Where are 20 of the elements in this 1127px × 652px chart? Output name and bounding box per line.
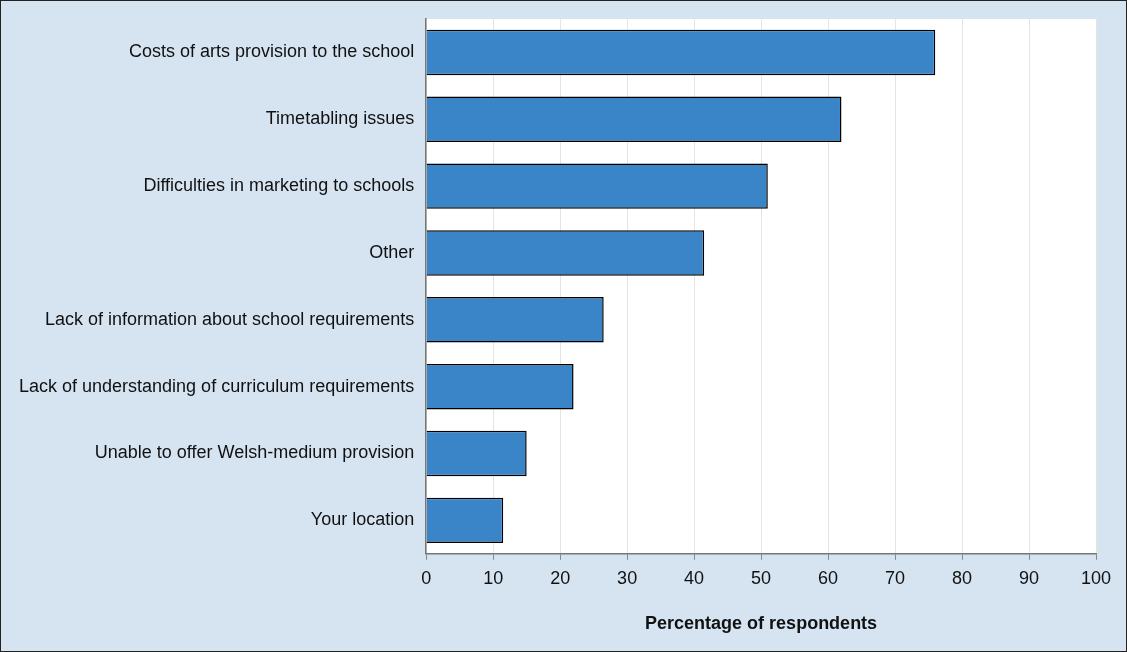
y-tick-label: Unable to offer Welsh-medium provision [94,442,415,463]
y-tick-label: Other [369,241,415,262]
x-tick-label: 50 [751,567,772,588]
x-tick-label: 40 [684,567,705,588]
y-tick-label: Costs of arts provision to the school [129,41,415,62]
x-tick-label: 20 [550,567,571,588]
y-tick-label: Your location [310,509,415,530]
x-tick-label: 60 [818,567,839,588]
x-tick-label: 90 [1019,567,1040,588]
x-tick-label: 70 [885,567,906,588]
x-tick-label: 10 [483,567,504,588]
y-tick-label: Lack of understanding of curriculum requirements [19,375,415,396]
x-axis-title: Percentage of respondents [645,613,878,634]
x-tick-label: 100 [1080,567,1112,588]
x-tick-label: 80 [952,567,973,588]
x-tick-label: 0 [421,567,432,588]
y-tick-label: Lack of information about school requirements [45,308,415,329]
y-tick-label: Difficulties in marketing to schools [143,175,415,196]
x-tick-label: 30 [617,567,638,588]
y-tick-label: Timetabling issues [265,108,415,129]
